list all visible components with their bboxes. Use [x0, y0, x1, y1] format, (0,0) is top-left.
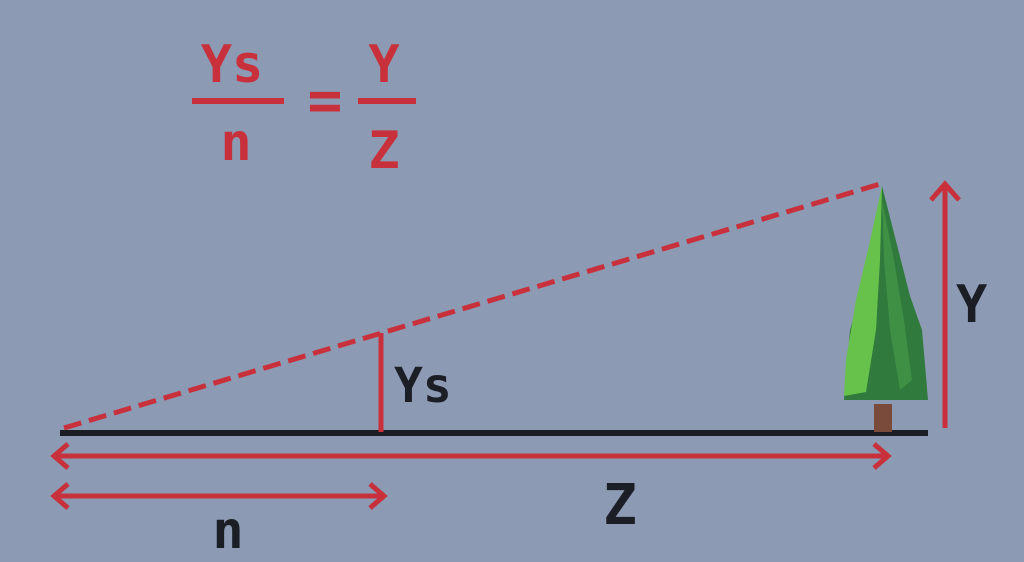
sight-line — [63, 181, 881, 431]
formula-right-fraction-bar — [358, 98, 416, 104]
formula-left-fraction-bar — [192, 98, 284, 104]
near-distance-arrow-right-head — [368, 482, 388, 510]
far-distance-label: Z — [603, 473, 637, 538]
object-height-label: Y — [956, 275, 988, 335]
screen-height-label: Ys — [394, 358, 452, 414]
ground-line — [60, 430, 928, 436]
pine-tree-icon — [844, 186, 928, 432]
formula-left-numerator: Ys — [201, 35, 264, 95]
near-distance-label: n — [212, 501, 243, 561]
formula-left-denominator: n — [220, 113, 251, 173]
formula-equals-sign: = — [308, 66, 343, 134]
far-distance-arrow-left-head — [50, 442, 70, 470]
formula-right-denominator: Z — [368, 121, 399, 181]
far-distance-arrow-right-head — [872, 442, 892, 470]
formula-right-numerator: Y — [368, 35, 400, 95]
near-distance-arrow-left-head — [50, 482, 70, 510]
object-height-arrow-head — [929, 180, 961, 202]
formula: Ys n = Y Z — [192, 35, 416, 181]
